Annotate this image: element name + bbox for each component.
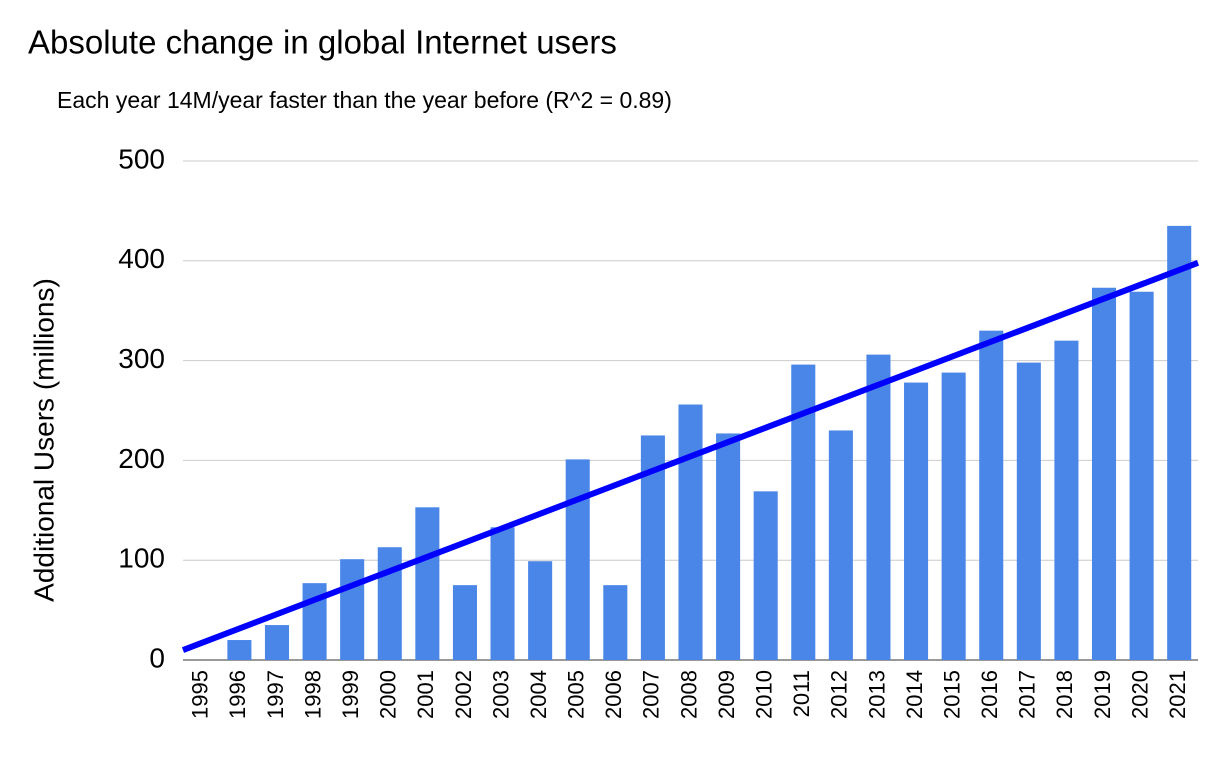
- y-axis-label: Additional Users (millions): [28, 278, 59, 602]
- x-tick-label: 2013: [864, 670, 889, 719]
- x-tick-label: 2003: [488, 670, 513, 719]
- x-tick-label: 1996: [225, 670, 250, 719]
- x-tick-label: 2005: [564, 670, 589, 719]
- bar: [452, 585, 477, 660]
- x-tick-label: 2015: [939, 670, 964, 719]
- x-tick-label: 2000: [376, 670, 401, 719]
- y-tick-label: 400: [118, 243, 165, 274]
- y-tick-label: 200: [118, 443, 165, 474]
- x-tick-label: 2020: [1127, 670, 1152, 719]
- x-tick-label: 1998: [300, 670, 325, 719]
- chart-title: Absolute change in global Internet users: [28, 24, 617, 61]
- bar: [1167, 225, 1192, 660]
- bar: [227, 640, 252, 660]
- bar: [264, 625, 290, 660]
- x-tick-label: 2012: [827, 670, 852, 719]
- bar: [941, 372, 966, 660]
- bar: [1091, 287, 1117, 660]
- bar: [415, 507, 440, 660]
- x-tick-label: 2016: [977, 670, 1002, 719]
- bar: [1016, 362, 1041, 660]
- bar: [340, 559, 365, 660]
- x-tick-label: 2002: [451, 670, 476, 719]
- x-tick-label: 2021: [1165, 670, 1190, 719]
- chart-subtitle: Each year 14M/year faster than the year …: [57, 87, 672, 113]
- bar: [866, 354, 891, 660]
- y-tick-label: 300: [118, 343, 165, 374]
- bar: [678, 404, 703, 660]
- x-tick-label: 1999: [338, 670, 363, 719]
- bar: [1129, 291, 1154, 660]
- y-tick-label: 0: [149, 642, 165, 673]
- x-tick-label: 2019: [1090, 670, 1115, 719]
- bar: [377, 547, 402, 660]
- x-tick-label: 2004: [526, 670, 551, 719]
- trendline: [181, 259, 1200, 653]
- x-tick-label: 2011: [789, 670, 814, 717]
- y-tick-label: 500: [118, 143, 165, 174]
- x-tick-label: 2018: [1052, 670, 1077, 719]
- y-tick-label: 100: [118, 543, 165, 574]
- bar: [1054, 340, 1079, 660]
- x-tick-label: 1997: [263, 670, 288, 719]
- bar: [828, 430, 853, 660]
- x-tick-label: 2007: [639, 670, 664, 719]
- x-tick-label: 2017: [1015, 670, 1040, 719]
- x-tick-label: 2001: [413, 670, 438, 719]
- x-tick-label: 2014: [902, 670, 927, 719]
- bar: [528, 561, 553, 660]
- x-tick-label: 2009: [714, 670, 739, 719]
- bar: [716, 433, 741, 660]
- bar: [603, 585, 628, 660]
- bar: [979, 330, 1004, 660]
- x-tick-label: 2008: [676, 670, 701, 719]
- bar: [753, 491, 778, 660]
- x-tick-label: 2010: [751, 670, 776, 719]
- x-tick-label: 1995: [188, 670, 213, 719]
- bar: [904, 382, 929, 660]
- bar: [565, 459, 590, 660]
- x-tick-label: 2006: [601, 670, 626, 719]
- bar: [490, 527, 515, 660]
